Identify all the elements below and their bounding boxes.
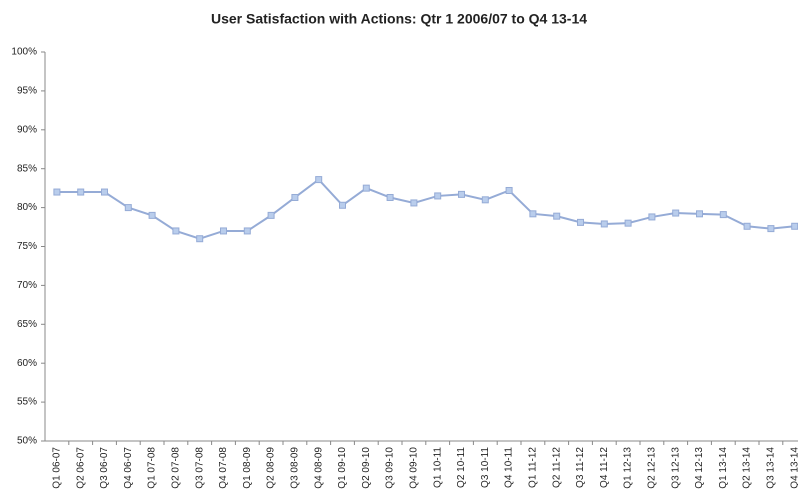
x-tick-label: Q4 11-12 xyxy=(599,447,610,488)
y-tick-label: 90% xyxy=(17,124,37,135)
marker xyxy=(101,188,108,196)
x-tick-label: Q2 10-11 xyxy=(456,447,467,488)
marker xyxy=(624,219,632,227)
x-tick-label: Q1 12-13 xyxy=(623,447,634,489)
x-tick-label: Q3 13-14 xyxy=(766,447,777,489)
marker xyxy=(362,184,370,192)
x-tick-label: Q1 09-10 xyxy=(337,447,348,489)
y-tick-label: 65% xyxy=(17,319,37,330)
marker xyxy=(291,193,299,201)
marker xyxy=(196,235,204,243)
line xyxy=(56,178,795,240)
x-tick-label: Q1 11-12 xyxy=(528,447,539,488)
y-tick-label: 60% xyxy=(17,358,37,369)
marker xyxy=(767,225,775,233)
y-tick-label: 95% xyxy=(17,86,37,97)
x-tick-label: Q2 06-07 xyxy=(75,447,86,489)
marker xyxy=(386,193,394,201)
x-tick-label: Q2 13-14 xyxy=(742,447,753,489)
y-tick-label: 75% xyxy=(17,241,37,252)
marker xyxy=(719,211,727,219)
marker xyxy=(791,222,798,230)
marker xyxy=(243,227,251,235)
marker xyxy=(53,188,61,196)
x-tick-label: Q3 12-13 xyxy=(670,447,681,489)
x-tick-label: Q3 09-10 xyxy=(385,447,396,489)
marker xyxy=(481,196,489,204)
x-tick-label: Q1 08-09 xyxy=(242,447,253,489)
x-tick-label: Q4 08-09 xyxy=(313,447,324,489)
marker xyxy=(315,176,323,184)
y-tick-label: 85% xyxy=(17,163,37,174)
x-tick-label: Q1 06-07 xyxy=(52,447,63,489)
x-tick-label: Q1 10-11 xyxy=(432,447,443,488)
x-tick-label: Q3 07-08 xyxy=(194,447,205,489)
x-tick-label: Q3 11-12 xyxy=(575,447,586,488)
marker xyxy=(672,209,680,217)
x-tick-label: Q2 09-10 xyxy=(361,447,372,489)
marker xyxy=(410,199,418,207)
x-tick-label: Q4 10-11 xyxy=(504,447,515,488)
x-tick-label: Q4 13-14 xyxy=(789,447,798,489)
x-tick-label: Q2 11-12 xyxy=(551,447,562,488)
marker xyxy=(267,211,275,219)
marker xyxy=(600,220,608,228)
y-tick-label: 100% xyxy=(11,47,37,58)
marker xyxy=(553,212,561,220)
x-tick-label: Q4 12-13 xyxy=(694,447,705,489)
marker xyxy=(172,227,180,235)
x-tick-label: Q3 06-07 xyxy=(99,447,110,489)
marker xyxy=(696,210,703,218)
marker xyxy=(124,204,132,212)
x-tick-label: Q1 13-14 xyxy=(718,447,729,489)
x-tick-label: Q3 08-09 xyxy=(290,447,301,489)
chart-title: User Satisfaction with Actions: Qtr 1 20… xyxy=(211,11,587,27)
y-tick-label: 55% xyxy=(17,397,37,408)
y-tick-label: 50% xyxy=(17,436,37,447)
marker xyxy=(339,201,346,209)
marker xyxy=(148,211,156,219)
x-tick-label: Q3 10-11 xyxy=(480,447,491,488)
marker xyxy=(648,213,656,221)
marker xyxy=(743,222,751,230)
y-tick-label: 80% xyxy=(17,202,37,213)
marker xyxy=(529,210,537,218)
x-tick-label: Q4 09-10 xyxy=(409,447,420,489)
marker xyxy=(434,192,442,200)
marker xyxy=(458,190,465,198)
marker xyxy=(220,227,227,235)
x-tick-label: Q2 12-13 xyxy=(647,447,658,489)
marker xyxy=(505,186,513,194)
x-tick-label: Q2 08-09 xyxy=(266,447,277,489)
x-tick-label: Q2 07-08 xyxy=(171,447,182,489)
x-tick-label: Q1 07-08 xyxy=(147,447,158,489)
x-tick-label: Q4 06-07 xyxy=(123,447,134,489)
y-tick-label: 70% xyxy=(17,280,37,291)
marker xyxy=(77,188,85,196)
x-tick-label: Q4 07-08 xyxy=(218,447,229,489)
marker xyxy=(577,218,584,226)
